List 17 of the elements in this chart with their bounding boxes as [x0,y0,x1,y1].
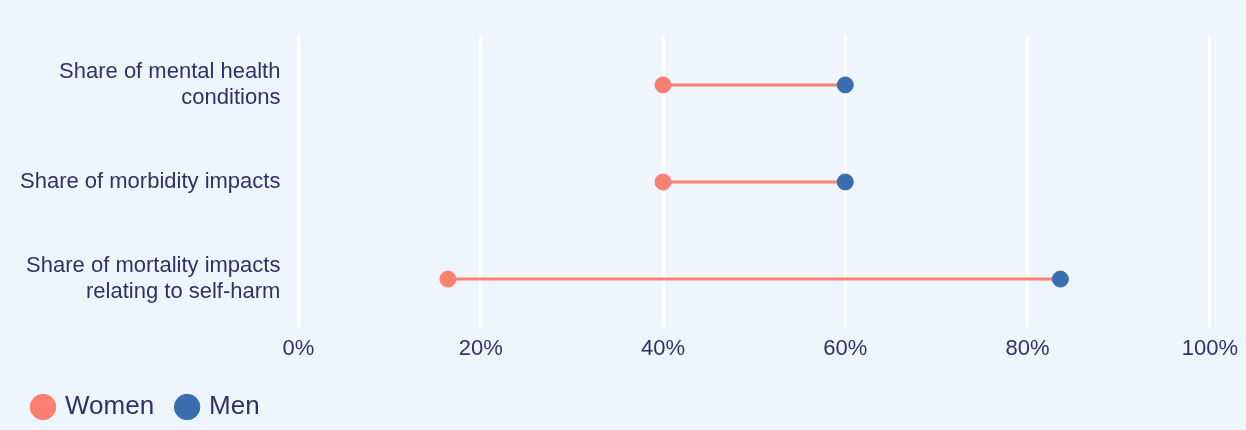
point [439,270,457,288]
x-tick-label: 0% [282,334,315,360]
point [654,76,672,94]
x-tick-label: 60% [823,334,868,360]
point [1051,270,1069,288]
x-tick-label: 40% [640,334,686,360]
y-tick-label: Share of mortality impacts relating to self-harm [26,251,281,304]
y-tick-label: Share of morbidity impacts [20,168,281,194]
x-tick-label: 100% [1181,334,1239,360]
x-tick-label: 80% [1005,334,1050,360]
x-tick-label: 20% [458,334,503,360]
point [836,173,854,191]
legend-label: Men [209,390,260,421]
point [654,173,672,191]
legend-label: Women [65,390,155,421]
point [836,76,854,94]
y-tick-label: Share of mental health conditions [59,57,281,110]
